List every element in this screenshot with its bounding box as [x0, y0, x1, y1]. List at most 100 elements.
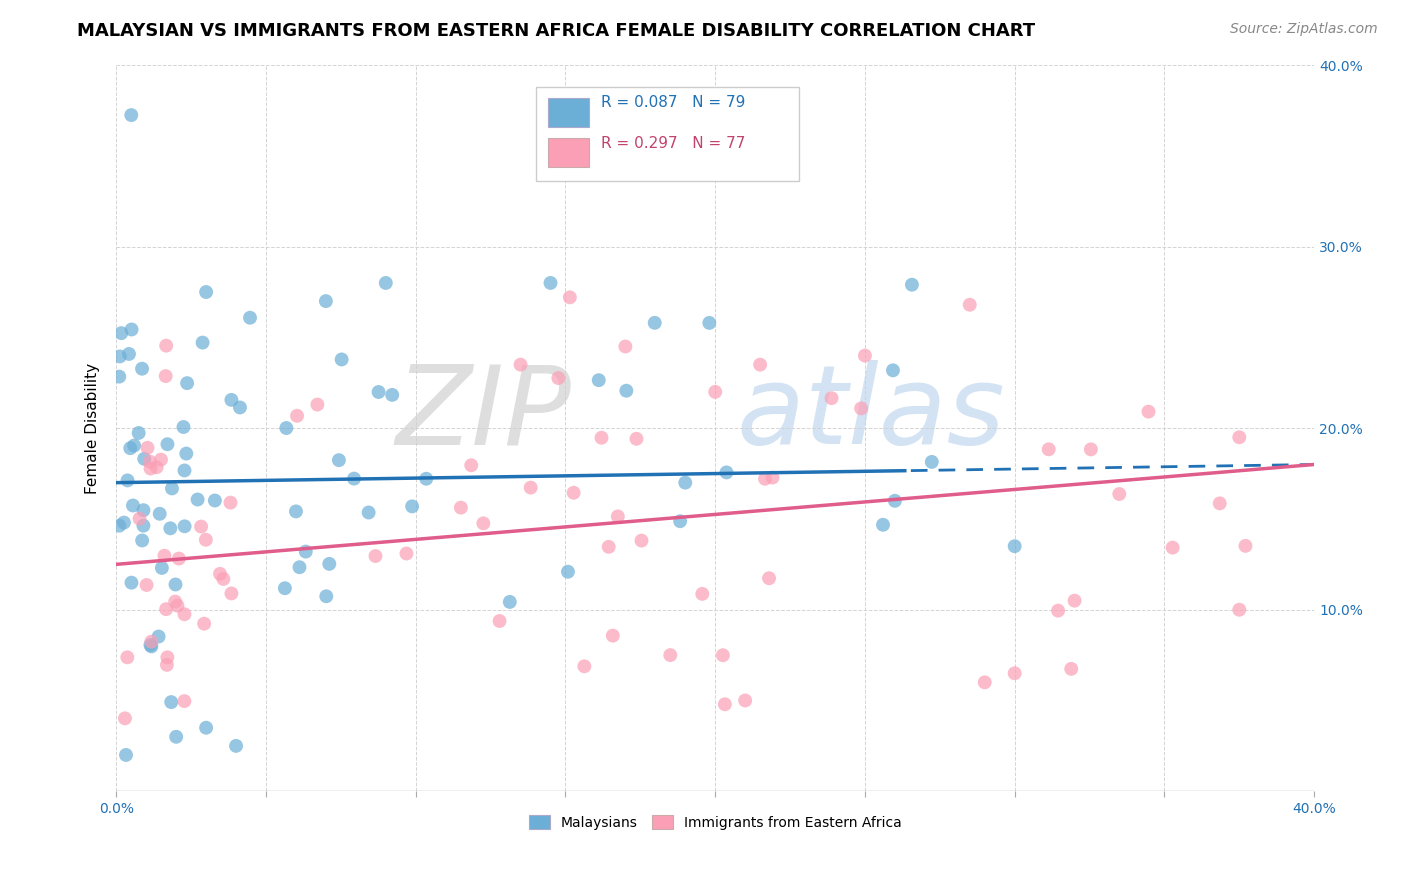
Point: [195, 285, 218, 299]
Point: [110, 326, 132, 340]
Point: [122, 499, 145, 513]
Point: [315, 294, 337, 309]
Point: [148, 630, 170, 644]
Point: [172, 420, 194, 434]
Point: [150, 561, 173, 575]
Point: [754, 472, 776, 486]
Point: [1004, 666, 1026, 681]
Point: [761, 470, 783, 484]
Y-axis label: Female Disability: Female Disability: [86, 363, 100, 494]
Point: [225, 739, 247, 753]
Point: [156, 650, 179, 665]
Point: [415, 472, 437, 486]
Point: [285, 504, 308, 518]
Point: [872, 517, 894, 532]
Point: [602, 629, 624, 643]
Point: [540, 276, 562, 290]
Point: [1080, 442, 1102, 457]
Point: [630, 533, 652, 548]
Point: [118, 347, 141, 361]
FancyBboxPatch shape: [536, 87, 799, 181]
Point: [598, 540, 620, 554]
Point: [849, 401, 872, 416]
Point: [343, 472, 366, 486]
Point: [165, 594, 187, 608]
Point: [519, 481, 541, 495]
Legend: Malaysians, Immigrants from Eastern Africa: Malaysians, Immigrants from Eastern Afri…: [523, 809, 907, 835]
Point: [1209, 496, 1232, 510]
Point: [1038, 442, 1060, 457]
Point: [285, 409, 308, 423]
Point: [472, 516, 495, 531]
Point: [669, 514, 692, 528]
Point: [115, 747, 138, 762]
Point: [395, 547, 418, 561]
Point: [191, 335, 214, 350]
Point: [1137, 404, 1160, 418]
Point: [132, 503, 155, 517]
Point: [150, 452, 173, 467]
Point: [114, 711, 136, 725]
Point: [1063, 593, 1085, 607]
Text: R = 0.297   N = 77: R = 0.297 N = 77: [602, 136, 745, 151]
Point: [229, 401, 252, 415]
Point: [357, 506, 380, 520]
Point: [155, 369, 177, 384]
Point: [659, 648, 682, 662]
Point: [374, 276, 396, 290]
Point: [673, 475, 696, 490]
Point: [173, 607, 195, 622]
Point: [176, 376, 198, 391]
Point: [135, 578, 157, 592]
Point: [155, 602, 177, 616]
Point: [145, 460, 167, 475]
Point: [509, 358, 531, 372]
Point: [219, 496, 242, 510]
Point: [714, 698, 737, 712]
Point: [139, 455, 162, 469]
Point: [108, 350, 131, 364]
Point: [307, 398, 329, 412]
Point: [173, 694, 195, 708]
Point: [1227, 603, 1250, 617]
Point: [921, 455, 943, 469]
Point: [318, 557, 340, 571]
Point: [330, 352, 353, 367]
Text: Source: ZipAtlas.com: Source: ZipAtlas.com: [1230, 22, 1378, 37]
Point: [882, 363, 904, 377]
Point: [367, 384, 389, 399]
Point: [626, 432, 648, 446]
Point: [749, 358, 772, 372]
Point: [176, 446, 198, 460]
Point: [120, 108, 142, 122]
Point: [128, 511, 150, 525]
Point: [136, 441, 159, 455]
Point: [614, 384, 637, 398]
Point: [711, 648, 734, 663]
Point: [973, 675, 995, 690]
Point: [562, 485, 585, 500]
Point: [704, 384, 727, 399]
Point: [160, 695, 183, 709]
Text: ZIP: ZIP: [395, 360, 571, 467]
Point: [591, 431, 613, 445]
Point: [132, 518, 155, 533]
Point: [401, 500, 423, 514]
Point: [315, 589, 337, 603]
Point: [614, 339, 637, 353]
Point: [159, 521, 181, 535]
Text: MALAYSIAN VS IMMIGRANTS FROM EASTERN AFRICA FEMALE DISABILITY CORRELATION CHART: MALAYSIAN VS IMMIGRANTS FROM EASTERN AFR…: [77, 22, 1035, 40]
Point: [165, 730, 187, 744]
Point: [1234, 539, 1257, 553]
Point: [187, 492, 209, 507]
Point: [139, 461, 162, 475]
Point: [122, 438, 145, 452]
Point: [117, 650, 139, 665]
Point: [190, 519, 212, 533]
Point: [716, 466, 738, 480]
Point: [901, 277, 924, 292]
Bar: [547, 98, 589, 127]
Point: [112, 516, 135, 530]
Point: [149, 507, 172, 521]
Point: [120, 441, 142, 455]
